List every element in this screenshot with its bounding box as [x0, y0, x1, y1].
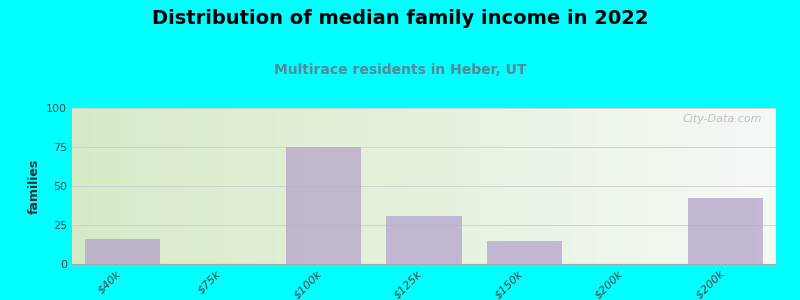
Bar	[286, 147, 361, 264]
Bar	[688, 199, 763, 264]
Bar	[487, 241, 562, 264]
Text: Multirace residents in Heber, UT: Multirace residents in Heber, UT	[274, 63, 526, 77]
Text: City-Data.com: City-Data.com	[682, 114, 762, 124]
Text: Distribution of median family income in 2022: Distribution of median family income in …	[152, 9, 648, 28]
Bar	[386, 216, 462, 264]
Bar	[85, 239, 160, 264]
Y-axis label: families: families	[27, 158, 41, 214]
